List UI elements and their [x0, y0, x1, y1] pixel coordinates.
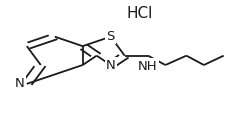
Text: N: N — [106, 58, 116, 72]
Text: S: S — [106, 30, 115, 43]
Text: HCl: HCl — [127, 5, 153, 21]
Text: NH: NH — [138, 60, 158, 73]
Text: N: N — [15, 77, 24, 90]
